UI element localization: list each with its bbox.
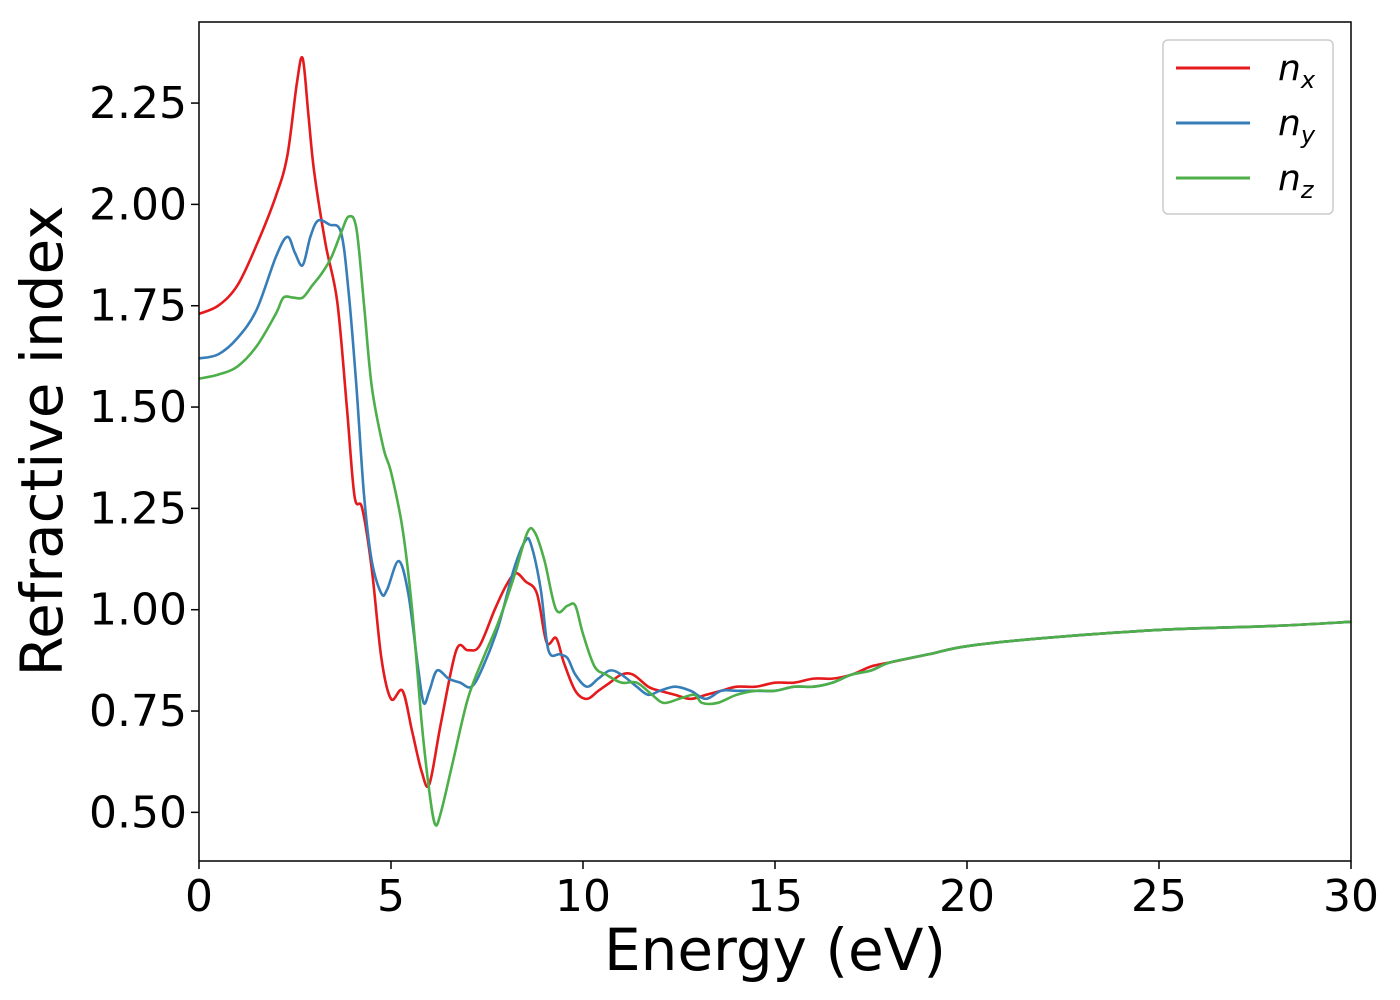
y-tick-label: 0.50 xyxy=(89,787,187,838)
y-axis-label: Refractive index xyxy=(8,205,76,676)
y-tick-label: 1.75 xyxy=(89,281,187,332)
y-tick-label: 2.00 xyxy=(89,179,187,230)
series-layer xyxy=(199,56,1351,827)
series-line-z xyxy=(199,214,1351,827)
legend-box xyxy=(1162,39,1334,215)
y-axis: 0.50 0.75 1.00 1.25 1.50 1.75 2.00 2.25 xyxy=(89,78,199,838)
x-tick-label: 10 xyxy=(555,871,611,922)
y-tick-label: 0.75 xyxy=(89,686,187,737)
x-axis-label: Energy (eV) xyxy=(604,916,946,984)
x-tick-label: 30 xyxy=(1323,871,1379,922)
x-tick-label: 0 xyxy=(185,871,213,922)
x-axis: 0 5 10 15 20 25 30 xyxy=(185,861,1379,922)
y-tick-label: 1.00 xyxy=(89,585,187,636)
x-tick-label: 20 xyxy=(939,871,995,922)
y-tick-label: 1.50 xyxy=(89,382,187,433)
x-tick-label: 25 xyxy=(1131,871,1187,922)
y-tick-label: 1.25 xyxy=(89,483,187,534)
x-tick-label: 5 xyxy=(377,871,405,922)
x-tick-label: 15 xyxy=(747,871,803,922)
series-line-x xyxy=(199,56,1351,789)
y-tick-label: 2.25 xyxy=(89,78,187,129)
